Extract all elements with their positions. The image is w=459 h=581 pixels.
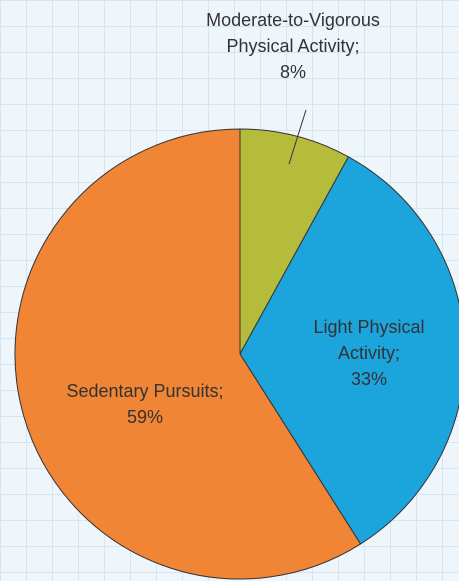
slice-label: Sedentary Pursuits; 59%	[40, 378, 250, 430]
category-label: Moderate-to-Vigorous Physical Activity;	[206, 10, 380, 56]
slice-label: Light Physical Activity; 33%	[298, 314, 440, 392]
category-label: Light Physical Activity;	[313, 317, 425, 363]
pie-slice	[239, 156, 459, 545]
pie-slice	[14, 128, 362, 580]
value-label: 33%	[350, 369, 388, 389]
category-label: Sedentary Pursuits;	[66, 381, 224, 401]
leader-line	[288, 109, 307, 165]
slice-label: Moderate-to-Vigorous Physical Activity; 8…	[203, 7, 383, 85]
value-label: 59%	[126, 407, 164, 427]
pie-slice	[239, 128, 350, 355]
value-label: 8%	[279, 62, 306, 82]
